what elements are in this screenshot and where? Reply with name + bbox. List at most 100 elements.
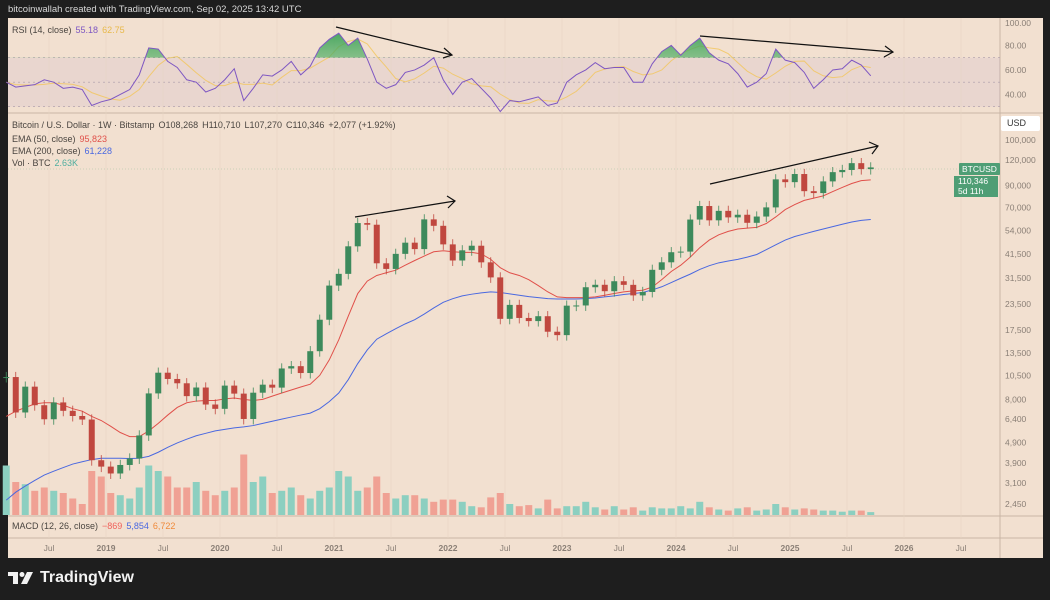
volume-bar: [667, 508, 675, 515]
candle: [41, 400, 48, 425]
candle: [525, 312, 532, 327]
candle: [459, 245, 466, 266]
currency-button[interactable]: USD: [1001, 116, 1040, 131]
time-axis[interactable]: Jul 2019 Jul 2020 Jul 2021 Jul 2022 Jul 2023 Jul 20…: [44, 543, 967, 553]
volume-legend[interactable]: Vol · BTC 2.63K: [12, 158, 82, 168]
rsi-tick-label: 60.00: [1005, 65, 1027, 75]
volume-bar: [325, 487, 333, 515]
grid-lines: [48, 18, 962, 538]
candle-body: [592, 284, 599, 288]
time-tick-label: 2019: [97, 543, 116, 553]
volume-bar: [677, 506, 685, 515]
time-tick-label: 2023: [553, 543, 572, 553]
candle-body: [820, 181, 827, 194]
rsi-axis[interactable]: 100.00 80.00 60.00 40.00: [1005, 18, 1031, 99]
candle: [326, 280, 333, 326]
candle-body: [601, 284, 608, 292]
rsi-trendline-arrow-2[interactable]: [699, 35, 895, 58]
candle-body: [297, 366, 304, 374]
candle-body: [50, 402, 57, 420]
volume-bar: [411, 495, 419, 515]
candle: [316, 314, 323, 357]
volume-bar: [544, 499, 552, 515]
candle-body: [117, 464, 124, 474]
volume-bar: [477, 507, 485, 515]
price-trendline-arrow-2[interactable]: [709, 141, 879, 185]
candle-body: [544, 316, 551, 332]
candle-body: [839, 169, 846, 173]
candle: [791, 168, 798, 188]
candle-body: [60, 402, 67, 411]
rsi-trendline-arrow-1[interactable]: [335, 26, 454, 59]
volume-bar: [496, 493, 504, 515]
candle-body: [392, 253, 399, 269]
symbol-title[interactable]: Bitcoin / U.S. Dollar · 1W · Bitstamp: [12, 120, 155, 130]
time-tick-label: 2024: [667, 543, 686, 553]
volume-bar: [278, 490, 286, 515]
volume-bar: [762, 509, 770, 515]
candle-body: [506, 304, 513, 319]
rsi-ma-line: [6, 38, 871, 104]
candle-body: [858, 163, 865, 170]
pane-separators: [8, 18, 1043, 558]
candle-body: [639, 291, 646, 296]
candle: [839, 164, 846, 178]
ema200-legend[interactable]: EMA (200, close) 61,228: [12, 146, 116, 156]
candle-body: [202, 387, 209, 405]
candle-body: [620, 281, 627, 285]
candle-body: [478, 245, 485, 263]
trendline-drawings[interactable]: [335, 26, 895, 218]
price-tick-label: 90,000: [1005, 180, 1031, 190]
candle-body: [12, 377, 19, 413]
time-tick-label: Jul: [842, 543, 853, 553]
candle-body: [867, 167, 874, 170]
candle: [677, 246, 684, 258]
volume-bar: [287, 487, 295, 515]
candle-body: [563, 305, 570, 336]
volume-bar: [696, 501, 704, 515]
macd-legend[interactable]: MACD (12, 26, close) −869 5,854 6,722: [12, 521, 179, 531]
tradingview-logo[interactable]: TradingView: [8, 569, 134, 587]
symbol-price-tag: BTCUSD: [959, 163, 1000, 175]
volume-bar: [69, 498, 77, 515]
ema50-legend-value: 95,823: [79, 134, 108, 144]
rsi-line: [6, 32, 872, 113]
candle-body: [763, 207, 770, 217]
price-axis[interactable]: 100,000 120,000 90,000 70,000 54,000 41,500 31…: [1005, 135, 1036, 509]
candle-body: [278, 368, 285, 388]
candle: [497, 272, 504, 325]
volume-bar: [297, 495, 305, 515]
candle: [354, 217, 361, 252]
candle: [288, 361, 295, 374]
rsi-line-path: [6, 32, 872, 113]
volume-bar: [173, 487, 181, 515]
candle-body: [183, 383, 190, 397]
volume-bar: [582, 501, 590, 515]
volume-bar: [772, 504, 780, 515]
candle: [848, 157, 855, 176]
candle-body: [468, 245, 475, 251]
candle-body: [364, 223, 371, 225]
price-trendline-arrow-1[interactable]: [354, 195, 456, 218]
candle: [782, 174, 789, 188]
candle-body: [430, 219, 437, 226]
ema200-path: [5, 218, 871, 501]
candle: [649, 264, 656, 298]
candle-body: [41, 405, 48, 420]
tradingview-logo-icon: [8, 572, 33, 584]
volume-bar: [392, 498, 400, 515]
candle: [487, 257, 494, 283]
candle-body: [107, 466, 114, 474]
volume-bar: [344, 476, 352, 515]
symbol-legend[interactable]: Bitcoin / U.S. Dollar · 1W · Bitstamp O10…: [12, 120, 399, 130]
time-tick-label: 2022: [439, 543, 458, 553]
ema50-legend[interactable]: EMA (50, close) 95,823: [12, 134, 111, 144]
volume-bar: [591, 507, 599, 515]
candle-body: [373, 224, 380, 264]
candle: [174, 373, 181, 389]
candle-body: [516, 304, 523, 318]
candle: [753, 211, 760, 229]
volume-bar: [126, 498, 134, 515]
candle-body: [164, 372, 171, 379]
